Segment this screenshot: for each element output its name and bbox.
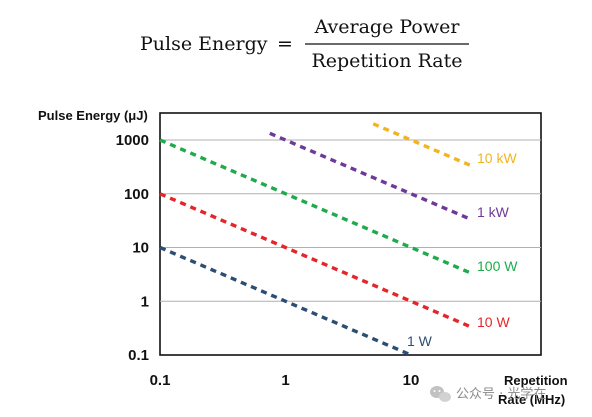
series-label-1w: 1 W xyxy=(407,333,433,349)
x-tick-label: 1 xyxy=(281,372,289,389)
series-line-10kw xyxy=(372,122,472,168)
series-label-1kw: 1 kW xyxy=(477,204,510,220)
y-tick-label: 100 xyxy=(124,186,149,203)
series-label-10kw: 10 kW xyxy=(477,150,517,166)
y-axis-title: Pulse Energy (μJ) xyxy=(38,108,148,123)
formula-denominator: Repetition Rate xyxy=(311,50,462,72)
x-axis-title-line-2: Rate (MHz) xyxy=(498,392,565,407)
series-line-1kw xyxy=(269,131,472,221)
x-tick-label: 0.1 xyxy=(150,372,171,389)
watermark: 公众号 · 光学在 xyxy=(430,386,546,402)
y-tick-label: 0.1 xyxy=(128,347,149,364)
series-labels: 1 W 10 W 100 W 1 kW 10 kW xyxy=(407,150,518,349)
formula-equals: = xyxy=(277,33,293,55)
series-label-100w: 100 W xyxy=(477,258,518,274)
x-tick-labels: 0.1 1 10 xyxy=(150,372,420,389)
y-tick-label: 10 xyxy=(132,240,149,257)
series-label-10w: 10 W xyxy=(477,314,510,330)
series-line-10w xyxy=(159,192,472,329)
formula-lhs: Pulse Energy xyxy=(140,33,268,55)
y-tick-labels: 0.1 1 10 100 1000 xyxy=(116,132,149,364)
grid-lines xyxy=(160,139,541,302)
y-tick-label: 1 xyxy=(141,293,149,310)
wechat-icon xyxy=(430,386,451,402)
plot-area xyxy=(159,112,542,356)
series-line-100w xyxy=(159,138,472,275)
series-line-1w xyxy=(159,245,412,357)
x-axis-title-line-1: Repetition xyxy=(504,373,568,388)
x-tick-label: 10 xyxy=(403,372,420,389)
formula: Pulse Energy = Average Power Repetition … xyxy=(140,16,469,72)
watermark-text: 公众号 · 光学在 xyxy=(456,386,546,402)
formula-numerator: Average Power xyxy=(314,16,461,38)
y-tick-label: 1000 xyxy=(116,132,149,149)
series-layer xyxy=(159,122,472,357)
